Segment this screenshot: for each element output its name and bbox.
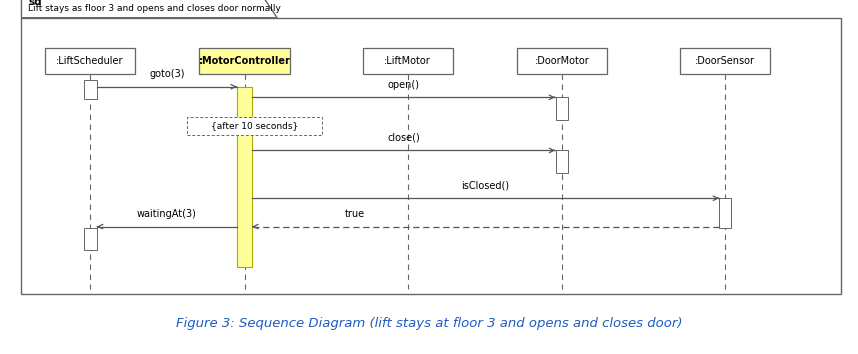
- Text: :DoorMotor: :DoorMotor: [535, 56, 589, 66]
- Bar: [199, 48, 289, 74]
- Text: isClosed(): isClosed(): [462, 181, 510, 190]
- Text: sd: sd: [28, 0, 42, 7]
- Bar: [187, 117, 322, 135]
- Bar: [21, 18, 841, 294]
- Polygon shape: [21, 0, 277, 18]
- Text: waitingAt(3): waitingAt(3): [137, 209, 196, 219]
- Bar: [556, 150, 569, 173]
- Text: :DoorSensor: :DoorSensor: [695, 56, 755, 66]
- Bar: [45, 48, 136, 74]
- Text: :MotorController: :MotorController: [198, 56, 291, 66]
- Bar: [556, 97, 569, 120]
- Bar: [362, 48, 453, 74]
- Bar: [517, 48, 607, 74]
- Text: true: true: [345, 209, 365, 219]
- Bar: [680, 48, 770, 74]
- Bar: [237, 87, 252, 267]
- Text: {after 10 seconds}: {after 10 seconds}: [211, 121, 298, 130]
- Text: :LiftScheduler: :LiftScheduler: [57, 56, 124, 66]
- Text: Lift stays as floor 3 and opens and closes door normally: Lift stays as floor 3 and opens and clos…: [28, 4, 281, 12]
- Text: close(): close(): [387, 133, 420, 143]
- Text: goto(3): goto(3): [149, 69, 184, 79]
- Bar: [84, 80, 96, 99]
- Text: open(): open(): [388, 80, 420, 90]
- Text: Figure 3: Sequence Diagram (lift stays at floor 3 and opens and closes door): Figure 3: Sequence Diagram (lift stays a…: [176, 318, 682, 330]
- Bar: [719, 198, 731, 228]
- Bar: [84, 228, 96, 250]
- Text: :LiftMotor: :LiftMotor: [384, 56, 431, 66]
